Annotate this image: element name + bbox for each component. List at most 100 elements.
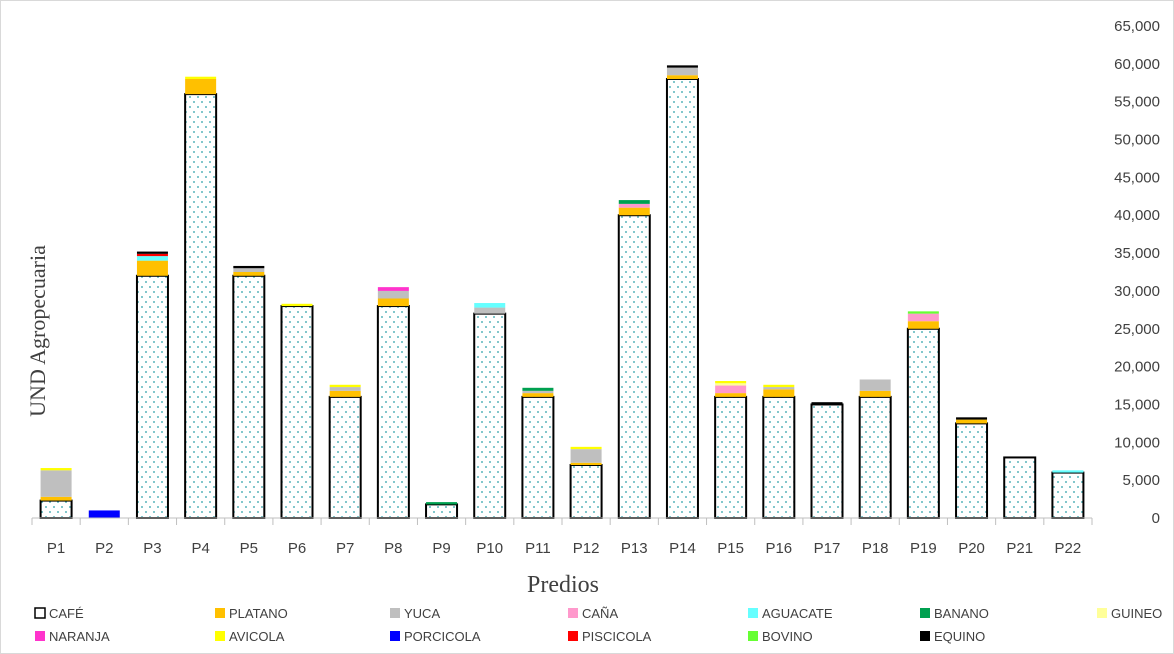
legend-swatch bbox=[920, 631, 930, 641]
bar-segment-avicola bbox=[570, 446, 602, 450]
bar-segment-platano bbox=[763, 389, 795, 397]
bar-segment-equino bbox=[233, 265, 265, 269]
bar-segment-aguacate bbox=[1052, 470, 1084, 473]
bar-segment-café bbox=[858, 395, 892, 519]
bar-segment-yuca bbox=[377, 290, 409, 299]
y-tick-label: 20,000 bbox=[1114, 359, 1160, 376]
legend-item: GUINEO bbox=[1097, 606, 1162, 621]
x-tick-label: P16 bbox=[765, 540, 792, 557]
bar-segment-avicola bbox=[763, 384, 795, 388]
bar-segment-café bbox=[376, 305, 410, 519]
y-tick-label: 65,000 bbox=[1114, 18, 1160, 35]
bar-segment-yuca bbox=[570, 449, 602, 463]
bar-segment-yuca bbox=[40, 470, 72, 497]
legend-item: PISCICOLA bbox=[568, 629, 652, 644]
bar-segment-café bbox=[714, 395, 748, 519]
legend-item: AVICOLA bbox=[215, 629, 285, 644]
x-tick-label: P3 bbox=[143, 540, 161, 557]
bar-segment-aguacate bbox=[136, 256, 168, 261]
bar-segment-bovino bbox=[907, 311, 939, 314]
bar-segment-platano bbox=[618, 207, 650, 216]
bar-segment-café bbox=[569, 464, 603, 519]
x-tick-label: P9 bbox=[432, 540, 450, 557]
x-tick-label: P12 bbox=[573, 540, 600, 557]
legend-swatch bbox=[215, 631, 225, 641]
bar-segment-equino bbox=[666, 65, 698, 68]
bar-segment-café bbox=[665, 77, 699, 519]
y-tick-label: 15,000 bbox=[1114, 396, 1160, 413]
x-tick-label: P15 bbox=[717, 540, 744, 557]
legend-item: YUCA bbox=[390, 606, 440, 621]
bar-segment-platano bbox=[329, 390, 361, 397]
bar-segment-equino bbox=[956, 417, 988, 420]
bar-segment-café bbox=[328, 395, 362, 519]
x-tick-label: P8 bbox=[384, 540, 402, 557]
legend-label: PLATANO bbox=[229, 606, 288, 621]
y-tick-label: 60,000 bbox=[1114, 56, 1160, 73]
bar-segment-platano bbox=[185, 78, 217, 95]
legend-label: GUINEO bbox=[1111, 606, 1162, 621]
bar-segment-café bbox=[39, 499, 73, 519]
legend-label: PISCICOLA bbox=[582, 629, 652, 644]
bar-segment-café bbox=[473, 312, 507, 519]
x-tick-label: P1 bbox=[47, 540, 65, 557]
y-tick-label: 35,000 bbox=[1114, 245, 1160, 262]
bar-segment-café bbox=[762, 395, 796, 519]
legend-swatch bbox=[390, 631, 400, 641]
legend-swatch bbox=[35, 631, 45, 641]
x-tick-label: P6 bbox=[288, 540, 306, 557]
bar-segment-platano bbox=[666, 75, 698, 79]
legend-swatch bbox=[920, 608, 930, 618]
y-axis-title: UND Agropecuaria bbox=[25, 245, 50, 417]
legend-swatch bbox=[568, 608, 578, 618]
legend-item: AGUACATE bbox=[748, 606, 833, 621]
legend-label: CAÑA bbox=[582, 606, 618, 621]
x-tick-label: P20 bbox=[958, 540, 985, 557]
bar-segment-avicola bbox=[281, 303, 313, 307]
bar-segment-café bbox=[955, 422, 989, 519]
y-tick-label: 55,000 bbox=[1114, 94, 1160, 111]
x-tick-label: P22 bbox=[1055, 540, 1082, 557]
x-tick-label: P10 bbox=[476, 540, 503, 557]
bar-segment-café bbox=[184, 93, 218, 519]
legend-swatch bbox=[1097, 608, 1107, 618]
y-tick-label: 10,000 bbox=[1114, 434, 1160, 451]
y-tick-label: 0 bbox=[1152, 510, 1160, 527]
bar-segment-café bbox=[1051, 471, 1085, 520]
bar-segment-platano bbox=[136, 260, 168, 276]
bar-segment-caña bbox=[618, 203, 650, 208]
legend-swatch bbox=[215, 608, 225, 618]
bar-segment-yuca bbox=[474, 307, 506, 314]
bar-segment-café bbox=[280, 305, 314, 519]
legend-item: NARANJA bbox=[35, 629, 110, 644]
bar-segment-platano bbox=[570, 462, 602, 466]
y-tick-label: 40,000 bbox=[1114, 207, 1160, 224]
bar-segment-banano bbox=[618, 200, 650, 204]
legend-swatch bbox=[748, 631, 758, 641]
legend-item: PLATANO bbox=[215, 606, 288, 621]
bar-segment-equino bbox=[811, 402, 843, 405]
bar-segment-café bbox=[1003, 456, 1037, 520]
bar-segment-platano bbox=[715, 393, 747, 397]
bar-segment-caña bbox=[715, 385, 747, 394]
bar-segment-avicola bbox=[40, 468, 72, 471]
bar-segment-café bbox=[425, 503, 459, 520]
bar-segment-café bbox=[135, 274, 169, 519]
bar-segment-café bbox=[232, 274, 266, 519]
legend-item: BANANO bbox=[920, 606, 989, 621]
bar-segment-platano bbox=[859, 390, 891, 397]
bar-segment-yuca bbox=[859, 379, 891, 391]
legend-item: EQUINO bbox=[920, 629, 985, 644]
legend-label: BANANO bbox=[934, 606, 989, 621]
bar-segment-yuca bbox=[329, 387, 361, 391]
legend-label: AVICOLA bbox=[229, 629, 285, 644]
legend-label: YUCA bbox=[404, 606, 440, 621]
x-tick-label: P18 bbox=[862, 540, 889, 557]
bar-segment-yuca bbox=[666, 67, 698, 76]
x-tick-label: P2 bbox=[95, 540, 113, 557]
bar-segment-platano bbox=[377, 298, 409, 307]
x-axis-title: Predios bbox=[527, 572, 599, 598]
bar-segment-banano bbox=[426, 502, 458, 505]
bar-segment-yuca bbox=[522, 390, 554, 394]
